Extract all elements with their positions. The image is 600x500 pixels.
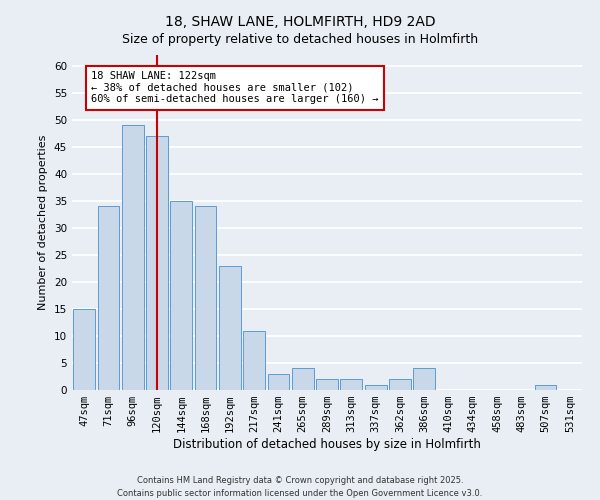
- Text: 18 SHAW LANE: 122sqm
← 38% of detached houses are smaller (102)
60% of semi-deta: 18 SHAW LANE: 122sqm ← 38% of detached h…: [91, 71, 379, 104]
- Bar: [170, 201, 192, 390]
- Bar: [268, 374, 289, 390]
- Bar: [413, 368, 435, 390]
- Bar: [73, 309, 95, 390]
- Bar: [122, 125, 143, 390]
- Text: Size of property relative to detached houses in Holmfirth: Size of property relative to detached ho…: [122, 32, 478, 46]
- X-axis label: Distribution of detached houses by size in Holmfirth: Distribution of detached houses by size …: [173, 438, 481, 451]
- Bar: [243, 330, 265, 390]
- Bar: [365, 384, 386, 390]
- Bar: [535, 384, 556, 390]
- Bar: [97, 206, 119, 390]
- Bar: [389, 379, 411, 390]
- Text: Contains HM Land Registry data © Crown copyright and database right 2025.
Contai: Contains HM Land Registry data © Crown c…: [118, 476, 482, 498]
- Bar: [219, 266, 241, 390]
- Y-axis label: Number of detached properties: Number of detached properties: [38, 135, 49, 310]
- Bar: [194, 206, 217, 390]
- Bar: [340, 379, 362, 390]
- Text: 18, SHAW LANE, HOLMFIRTH, HD9 2AD: 18, SHAW LANE, HOLMFIRTH, HD9 2AD: [164, 15, 436, 29]
- Bar: [316, 379, 338, 390]
- Bar: [146, 136, 168, 390]
- Bar: [292, 368, 314, 390]
